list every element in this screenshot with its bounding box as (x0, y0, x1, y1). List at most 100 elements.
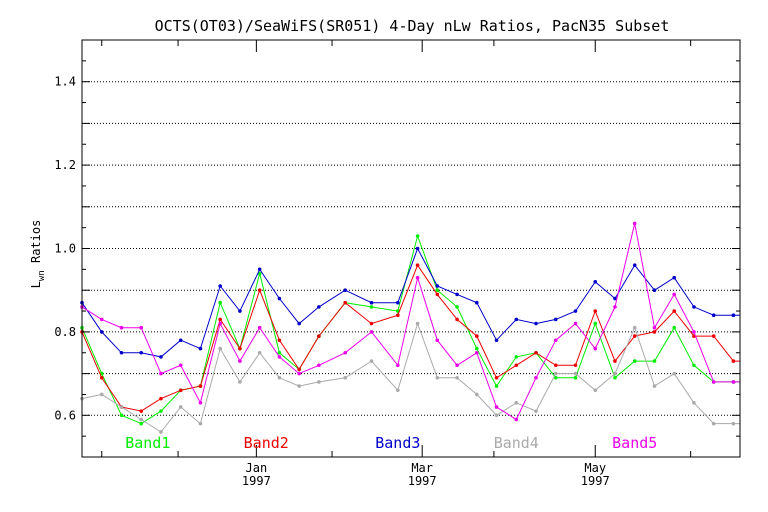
legend-label-band3: Band3 (375, 434, 420, 452)
data-point-band5 (396, 363, 400, 368)
data-point-band5 (198, 400, 203, 405)
data-point-band2 (396, 313, 400, 318)
x-tick-month-label: Jan (246, 461, 268, 475)
data-point-band4 (159, 430, 163, 434)
data-point-band1 (514, 355, 519, 359)
data-point-band2 (257, 288, 262, 293)
data-point-band3 (494, 338, 499, 343)
data-point-band2 (369, 321, 374, 326)
data-point-band5 (139, 325, 144, 330)
data-point-band1 (277, 350, 282, 355)
data-point-band4 (435, 375, 440, 380)
data-point-band2 (178, 388, 183, 393)
data-point-band5 (731, 380, 736, 384)
data-point-band4 (257, 350, 262, 355)
data-point-band1 (672, 325, 676, 330)
data-point-band3 (692, 305, 696, 309)
data-point-band5 (415, 275, 420, 280)
data-point-band1 (435, 288, 440, 293)
data-point-band3 (297, 321, 301, 326)
data-point-band4 (297, 384, 301, 388)
chart-title: OCTS(OT03)/SeaWiFS(SR051) 4-Day nLw Rati… (155, 17, 670, 35)
data-point-band4 (317, 380, 321, 384)
data-point-band4 (534, 409, 538, 413)
data-point-band3 (99, 330, 104, 334)
data-point-band3 (257, 267, 262, 272)
data-point-band5 (455, 363, 459, 368)
data-point-band4 (455, 375, 459, 380)
data-point-band4 (396, 388, 400, 393)
data-point-band5 (297, 371, 301, 376)
data-point-band3 (178, 338, 183, 343)
data-point-band3 (396, 300, 400, 305)
data-point-band3 (553, 317, 558, 322)
data-point-band3 (455, 292, 459, 297)
x-tick-month-label: May (584, 461, 606, 475)
data-point-band2 (238, 346, 242, 351)
data-point-band4 (593, 388, 598, 393)
data-point-band3 (198, 346, 203, 351)
data-point-band3 (672, 275, 676, 280)
data-point-band3 (218, 284, 222, 288)
data-point-band4 (632, 325, 637, 330)
data-point-band5 (573, 321, 578, 326)
data-point-band4 (178, 405, 183, 409)
series-lines (80, 221, 740, 434)
data-point-band5 (632, 221, 637, 226)
data-point-band3 (534, 321, 538, 326)
data-point-band2 (652, 330, 657, 334)
x-tick-month-label: Mar (411, 461, 433, 475)
data-point-band2 (632, 334, 637, 338)
data-point-band5 (475, 350, 479, 355)
data-point-band1 (553, 375, 558, 380)
data-point-band4 (692, 400, 696, 405)
data-point-band1 (632, 359, 637, 363)
data-point-band4 (277, 375, 282, 380)
data-point-band4 (494, 413, 499, 418)
data-point-band1 (455, 305, 459, 309)
data-point-band1 (99, 371, 104, 376)
data-point-band3 (277, 296, 282, 301)
data-point-band2 (573, 363, 578, 368)
data-point-band2 (317, 334, 321, 338)
data-point-band2 (139, 409, 144, 413)
y-tick-label: 1.2 (54, 158, 76, 172)
data-point-band1 (415, 234, 420, 238)
data-point-band4 (238, 380, 242, 384)
data-point-band1 (593, 321, 598, 326)
data-point-band4 (475, 392, 479, 397)
data-point-band2 (218, 317, 222, 322)
data-point-band1 (119, 413, 124, 418)
data-point-band2 (435, 292, 440, 297)
y-axis-label-main: L (29, 281, 43, 288)
data-point-band1 (692, 363, 696, 368)
data-point-band1 (218, 300, 222, 305)
data-point-band2 (475, 334, 479, 338)
data-point-band2 (731, 359, 736, 363)
data-point-band5 (494, 405, 499, 409)
data-point-band2 (494, 375, 499, 380)
data-point-band4 (415, 321, 420, 326)
data-point-band2 (198, 384, 203, 388)
data-point-band3 (369, 300, 374, 305)
x-tick-year-label: 1997 (408, 474, 437, 488)
data-point-band3 (593, 280, 598, 284)
data-point-band3 (573, 309, 578, 313)
data-point-band3 (652, 288, 657, 293)
data-point-band1 (613, 375, 617, 380)
data-point-band5 (343, 350, 348, 355)
data-point-band2 (415, 263, 420, 267)
data-point-band5 (692, 330, 696, 334)
data-point-band2 (613, 359, 617, 363)
legend-label-band2: Band2 (244, 434, 289, 452)
x-tick-year-label: 1997 (242, 474, 271, 488)
data-point-band4 (218, 346, 222, 351)
data-point-band1 (475, 346, 479, 351)
data-point-band4 (613, 371, 617, 376)
y-axis-label-sub: wn (37, 270, 47, 281)
data-point-band5 (553, 338, 558, 343)
data-point-band5 (369, 330, 374, 334)
y-tick-label: 0.6 (54, 408, 76, 422)
